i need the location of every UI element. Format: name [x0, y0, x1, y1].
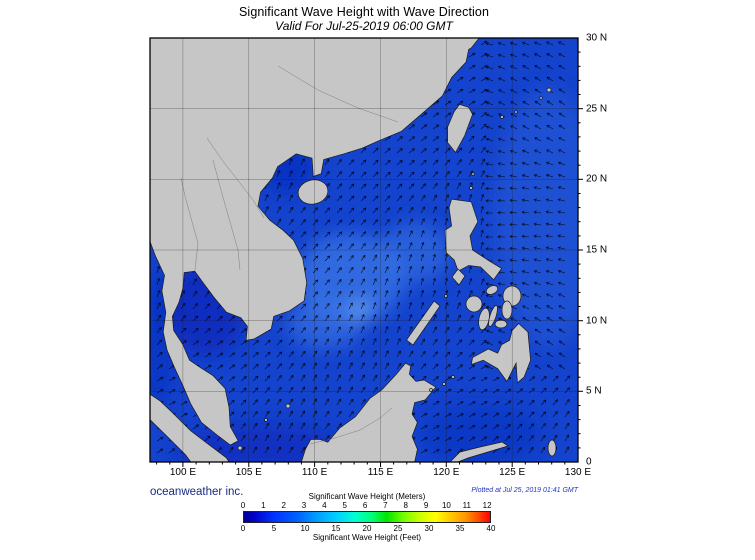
x-axis-label: 100 E: [169, 467, 196, 478]
land-taiwan: [447, 103, 473, 154]
x-axis-label: 110 E: [301, 467, 328, 478]
feet-tick-label: 15: [331, 524, 341, 533]
feet-tick-label: 20: [362, 524, 372, 533]
land-mindanao: [470, 323, 531, 384]
small-islands: [237, 87, 552, 451]
feet-tick-label: 35: [455, 524, 465, 533]
feet-tick-label: 10: [300, 524, 310, 533]
x-axis-label: 115 E: [367, 467, 394, 478]
wave-map: [149, 37, 583, 467]
map-frame: [149, 37, 579, 463]
meters-tick-label: 11: [462, 501, 471, 510]
y-axis-label: 0: [586, 456, 592, 468]
y-axis-label: 10 N: [586, 315, 608, 327]
lat-lon-grid: [150, 38, 578, 462]
feet-tick-label: 5: [271, 524, 277, 533]
y-axis-label: 15 N: [586, 244, 608, 256]
page-title: Significant Wave Height with Wave Direct…: [239, 5, 489, 19]
x-axis-label: 105 E: [235, 467, 262, 478]
legend-feet-label: Significant Wave Height (Feet): [312, 533, 422, 542]
legend-color-bar: [243, 511, 491, 523]
meters-tick-label: 8: [403, 501, 408, 510]
feet-tick-label: 25: [393, 524, 403, 533]
land-sumatra: [150, 393, 230, 462]
land-borneo: [301, 362, 437, 462]
meters-tick-label: 9: [423, 501, 429, 510]
land-halmahera: [547, 439, 557, 457]
meters-tick-label: 4: [322, 501, 327, 510]
land-masses: [150, 38, 557, 462]
valid-time-subtitle: Valid For Jul-25-2019 06:00 GMT: [275, 19, 453, 33]
country-borders: [180, 65, 399, 445]
land-north-sulawesi: [449, 441, 509, 462]
meters-tick-label: 2: [281, 501, 286, 510]
legend-meters-ticks: 0 1 2 3 4 5 6 7 8 9 10 11 12: [240, 501, 492, 510]
land-panay: [465, 295, 483, 313]
meters-tick-label: 1: [261, 501, 266, 510]
x-axis-label: 120 E: [433, 467, 460, 478]
meters-tick-label: 10: [441, 501, 451, 510]
plotted-timestamp: Plotted at Jul 25, 2019 01:41 GMT: [471, 487, 578, 494]
meters-tick-label: 6: [362, 501, 368, 510]
feet-tick-label: 0: [240, 524, 246, 533]
feet-tick-label: 30: [424, 524, 434, 533]
land-luzon: [444, 198, 503, 281]
y-axis-label: 20 N: [586, 173, 608, 185]
feet-tick-label: 40: [486, 524, 496, 533]
y-axis-label: 25 N: [586, 103, 608, 115]
land-bohol: [494, 319, 508, 329]
x-axis-label: 130 E: [564, 467, 592, 478]
land-mindoro: [451, 268, 466, 286]
legend-meters-label: Significant Wave Height (Meters): [308, 492, 426, 501]
meters-tick-label: 12: [482, 501, 492, 510]
legend-feet-ticks: 0 5 10 15 20 25 30 35 40: [240, 524, 496, 533]
land-hainan: [297, 179, 329, 205]
meters-tick-label: 0: [240, 501, 246, 510]
meters-tick-label: 5: [342, 501, 347, 510]
land-mainland-asia: [150, 38, 480, 446]
land-cebu: [488, 305, 498, 327]
meters-tick-label: 3: [301, 501, 307, 510]
y-axis-label: 5 N: [586, 385, 602, 397]
x-axis-label: 125 E: [499, 467, 526, 478]
y-axis-label: 30 N: [586, 32, 608, 44]
land-masbate: [485, 285, 499, 295]
meters-tick-label: 7: [383, 501, 388, 510]
land-leyte: [501, 300, 513, 320]
land-palawan: [406, 300, 441, 346]
credit-text: oceanweather inc.: [150, 486, 244, 498]
